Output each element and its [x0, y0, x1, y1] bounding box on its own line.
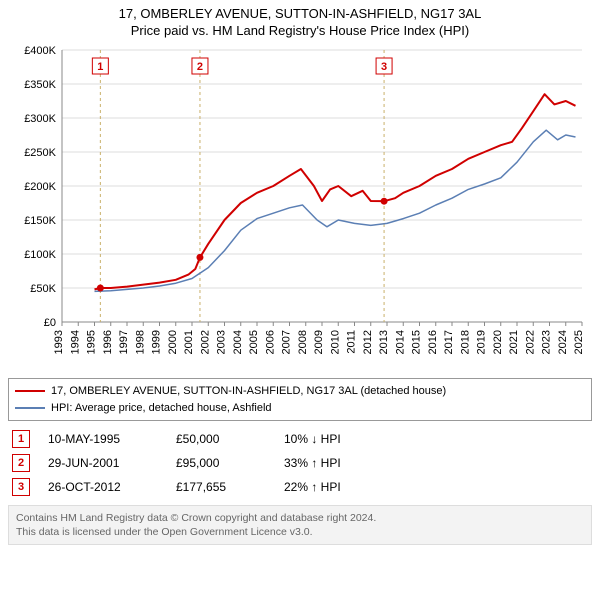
svg-text:£100K: £100K: [24, 249, 56, 261]
event-row: 1 10-MAY-1995 £50,000 10% ↓ HPI: [8, 427, 592, 451]
svg-text:2014: 2014: [394, 330, 406, 354]
event-badge: 1: [12, 430, 30, 448]
svg-text:£350K: £350K: [24, 79, 56, 91]
chart: £0 £50K £100K £150K £200K £250K £300K £350K £400…: [8, 42, 592, 372]
svg-text:2019: 2019: [476, 330, 488, 354]
svg-text:£300K: £300K: [24, 113, 56, 125]
svg-text:2000: 2000: [167, 330, 179, 354]
svg-text:2022: 2022: [524, 330, 536, 354]
svg-text:2009: 2009: [313, 330, 325, 354]
svg-text:2016: 2016: [427, 330, 439, 354]
svg-text:2021: 2021: [508, 330, 520, 354]
footer-attribution: Contains HM Land Registry data © Crown c…: [8, 505, 592, 545]
chart-svg: £0 £50K £100K £150K £200K £250K £300K £350K £400…: [8, 42, 592, 372]
event-date: 26-OCT-2012: [48, 480, 158, 494]
svg-text:1999: 1999: [151, 330, 163, 354]
svg-text:£250K: £250K: [24, 147, 56, 159]
svg-text:2020: 2020: [492, 330, 504, 354]
legend: 17, OMBERLEY AVENUE, SUTTON-IN-ASHFIELD,…: [8, 378, 592, 421]
event-price: £50,000: [176, 432, 266, 446]
event-date: 29-JUN-2001: [48, 456, 158, 470]
event-price: £177,655: [176, 480, 266, 494]
svg-text:£50K: £50K: [30, 283, 56, 295]
svg-text:£400K: £400K: [24, 45, 56, 57]
svg-text:1993: 1993: [53, 330, 65, 354]
event-price: £95,000: [176, 456, 266, 470]
svg-text:2011: 2011: [346, 330, 358, 354]
event-badge: 2: [12, 454, 30, 472]
svg-text:2010: 2010: [329, 330, 341, 354]
svg-text:2013: 2013: [378, 330, 390, 354]
svg-text:2017: 2017: [443, 330, 455, 354]
svg-text:1996: 1996: [102, 330, 114, 354]
event-badge: 3: [12, 478, 30, 496]
chart-container: 17, OMBERLEY AVENUE, SUTTON-IN-ASHFIELD,…: [0, 0, 600, 553]
svg-text:1994: 1994: [69, 330, 81, 354]
svg-text:£0: £0: [44, 317, 56, 329]
svg-text:2002: 2002: [199, 330, 211, 354]
event-delta: 33% ↑ HPI: [284, 456, 341, 470]
legend-swatch: [15, 390, 45, 392]
footer-line: This data is licensed under the Open Gov…: [16, 525, 584, 539]
footer-line: Contains HM Land Registry data © Crown c…: [16, 511, 584, 525]
legend-swatch: [15, 407, 45, 409]
svg-text:2018: 2018: [459, 330, 471, 354]
svg-text:£200K: £200K: [24, 181, 56, 193]
svg-text:2025: 2025: [573, 330, 585, 354]
event-row: 3 26-OCT-2012 £177,655 22% ↑ HPI: [8, 475, 592, 499]
svg-text:2023: 2023: [541, 330, 553, 354]
event-delta: 10% ↓ HPI: [284, 432, 341, 446]
event-delta: 22% ↑ HPI: [284, 480, 341, 494]
title-line-1: 17, OMBERLEY AVENUE, SUTTON-IN-ASHFIELD,…: [8, 6, 592, 21]
svg-text:2: 2: [197, 61, 203, 73]
svg-text:2004: 2004: [232, 330, 244, 354]
svg-text:2005: 2005: [248, 330, 260, 354]
legend-item: HPI: Average price, detached house, Ashf…: [15, 400, 585, 417]
svg-text:£150K: £150K: [24, 215, 56, 227]
legend-item: 17, OMBERLEY AVENUE, SUTTON-IN-ASHFIELD,…: [15, 383, 585, 400]
svg-text:2006: 2006: [264, 330, 276, 354]
svg-text:1995: 1995: [86, 330, 98, 354]
svg-text:1998: 1998: [134, 330, 146, 354]
event-date: 10-MAY-1995: [48, 432, 158, 446]
svg-text:2012: 2012: [362, 330, 374, 354]
legend-label: 17, OMBERLEY AVENUE, SUTTON-IN-ASHFIELD,…: [51, 383, 446, 400]
event-row: 2 29-JUN-2001 £95,000 33% ↑ HPI: [8, 451, 592, 475]
svg-text:2003: 2003: [216, 330, 228, 354]
legend-label: HPI: Average price, detached house, Ashf…: [51, 400, 272, 417]
svg-text:1997: 1997: [118, 330, 130, 354]
svg-text:2024: 2024: [557, 330, 569, 354]
title-block: 17, OMBERLEY AVENUE, SUTTON-IN-ASHFIELD,…: [8, 6, 592, 38]
events-table: 1 10-MAY-1995 £50,000 10% ↓ HPI 2 29-JUN-2001…: [8, 427, 592, 499]
svg-text:2007: 2007: [281, 330, 293, 354]
svg-text:2008: 2008: [297, 330, 309, 354]
svg-text:2001: 2001: [183, 330, 195, 354]
svg-text:3: 3: [381, 61, 387, 73]
svg-text:2015: 2015: [411, 330, 423, 354]
svg-text:1: 1: [97, 61, 103, 73]
title-line-2: Price paid vs. HM Land Registry's House …: [8, 23, 592, 38]
